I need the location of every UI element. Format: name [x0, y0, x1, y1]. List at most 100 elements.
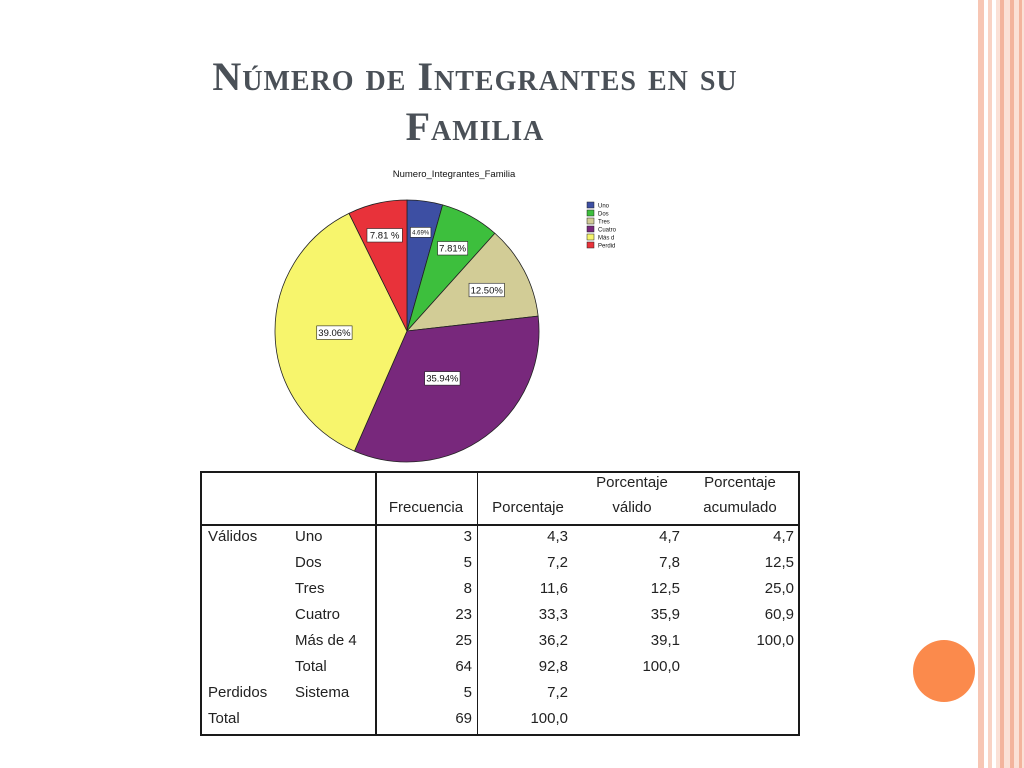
slice-data-label: 39.06%	[316, 325, 353, 340]
table-row: Cuatro 23 33,3 35,9 60,9	[202, 602, 798, 628]
slice-data-label: 12.50%	[468, 282, 505, 298]
table-divider	[477, 473, 478, 734]
row-group: Perdidos	[208, 684, 268, 701]
header-valido-1: Porcentaje	[596, 474, 668, 491]
cell-porcentaje-acumulado	[690, 706, 794, 732]
row-group: Total	[208, 710, 240, 727]
legend-entry: Tres	[586, 217, 610, 226]
slide-title: Número de Integrantes en su Familia	[80, 52, 870, 152]
header-acumulado-2: acumulado	[703, 499, 777, 516]
pie-slice-cuatro	[353, 315, 540, 463]
pie-slice-tres	[405, 232, 539, 332]
legend-entry: Más d	[586, 233, 614, 242]
cell-frecuencia: 5	[463, 554, 472, 571]
pie-labels: 4.69% 7.81% 12.50% 35.94% 39.06% 7.81 %	[316, 227, 505, 386]
svg-text:12.50%: 12.50%	[471, 285, 504, 296]
cell-porcentaje: 7,2	[547, 684, 568, 701]
table-row: Dos 5 7,2 7,8 12,5	[202, 550, 798, 576]
cell-porcentaje-acumulado	[690, 654, 794, 680]
svg-text:Dos: Dos	[598, 212, 609, 218]
pie-chart: Numero_Integrantes_Familia 4.69% 7.81% 12.…	[274, 169, 617, 463]
row-label: Dos	[295, 554, 322, 571]
header-acumulado-1: Porcentaje	[704, 474, 776, 491]
cell-frecuencia: 64	[455, 658, 472, 675]
slice-data-label: 7.81%	[437, 241, 469, 256]
row-label: Sistema	[295, 684, 350, 701]
svg-text:Más d: Más d	[598, 236, 614, 242]
slice-data-label: 7.81 %	[366, 228, 403, 243]
chart-legend: Uno Dos Tres Cuatro Más d Perdid	[586, 201, 617, 250]
cell-porcentaje: 36,2	[538, 632, 568, 649]
header-valido-2: válido	[612, 499, 652, 516]
slide-title-line1: Número de Integrantes en su	[212, 54, 738, 99]
svg-text:35.94%: 35.94%	[426, 374, 459, 385]
cell-frecuencia: 5	[463, 684, 472, 701]
header-frecuencia: Frecuencia	[388, 499, 464, 516]
slide-title-line2: Familia	[405, 104, 545, 149]
svg-text:Cuatro: Cuatro	[598, 228, 617, 234]
row-group: Válidos	[208, 528, 258, 545]
chart-title: Numero_Integrantes_Familia	[393, 169, 516, 180]
slice-data-label: 4.69%	[410, 227, 432, 238]
svg-text:Uno: Uno	[598, 204, 610, 210]
row-label: Uno	[295, 528, 323, 545]
decorative-stripe	[1000, 0, 1004, 768]
row-group	[208, 602, 298, 628]
slice-data-label: 35.94%	[424, 371, 461, 386]
cell-frecuencia: 25	[455, 632, 472, 649]
row-group	[208, 628, 298, 654]
row-label: Cuatro	[295, 606, 341, 623]
row-group	[208, 654, 298, 680]
row-label	[295, 706, 375, 732]
table-row: Más de 4 25 36,2 39,1 100,0	[202, 628, 798, 654]
cell-porcentaje-acumulado: 12,5	[764, 554, 794, 571]
frequency-table: Frecuencia Porcentaje Porcentaje válido …	[200, 471, 800, 736]
cell-porcentaje-acumulado: 25,0	[764, 580, 794, 597]
cell-porcentaje-valido: 39,1	[650, 632, 680, 649]
cell-porcentaje-valido: 12,5	[650, 580, 680, 597]
decorative-stripe	[978, 0, 984, 768]
cell-porcentaje: 100,0	[530, 710, 568, 727]
row-label: Total	[295, 658, 327, 675]
cell-frecuencia: 23	[455, 606, 472, 623]
pie-slices	[274, 199, 540, 463]
svg-text:7.81 %: 7.81 %	[370, 231, 400, 242]
svg-text:Tres: Tres	[598, 220, 610, 226]
header-porcentaje: Porcentaje	[492, 499, 564, 516]
decorative-stripe	[988, 0, 992, 768]
cell-porcentaje-valido	[582, 680, 680, 706]
table-header: Frecuencia Porcentaje Porcentaje válido …	[202, 473, 798, 526]
cell-porcentaje-acumulado: 100,0	[756, 632, 794, 649]
row-label: Más de 4	[295, 632, 357, 649]
cell-porcentaje: 7,2	[547, 554, 568, 571]
svg-text:Perdid: Perdid	[598, 244, 615, 250]
row-group	[208, 550, 298, 576]
table-divider	[375, 473, 377, 734]
cell-porcentaje-valido	[582, 706, 680, 732]
cell-frecuencia: 69	[455, 710, 472, 727]
cell-porcentaje: 11,6	[539, 580, 568, 597]
legend-entry: Dos	[586, 209, 609, 218]
legend-entry: Uno	[586, 201, 610, 210]
svg-text:39.06%: 39.06%	[318, 328, 351, 339]
cell-porcentaje-acumulado	[690, 680, 794, 706]
row-label: Tres	[295, 580, 325, 597]
cell-porcentaje-acumulado: 4,7	[773, 528, 794, 545]
cell-porcentaje-valido: 7,8	[659, 554, 680, 571]
svg-text:4.69%: 4.69%	[412, 230, 430, 236]
table-row: Perdidos Sistema 5 7,2	[202, 680, 798, 706]
cell-porcentaje-valido: 100,0	[642, 658, 680, 675]
cell-frecuencia: 3	[463, 528, 472, 545]
accent-dot	[913, 640, 975, 702]
cell-porcentaje: 33,3	[538, 606, 568, 623]
svg-text:7.81%: 7.81%	[439, 244, 466, 255]
table-row: Tres 8 11,6 12,5 25,0	[202, 576, 798, 602]
cell-porcentaje: 92,8	[538, 658, 568, 675]
cell-porcentaje-valido: 4,7	[659, 528, 680, 545]
legend-entry: Perdid	[586, 241, 615, 250]
table-row: Total 69 100,0	[202, 706, 798, 732]
legend-entry: Cuatro	[586, 225, 617, 234]
decorative-stripe	[1010, 0, 1014, 768]
cell-porcentaje-valido: 35,9	[650, 606, 680, 623]
cell-porcentaje: 4,3	[547, 528, 568, 545]
